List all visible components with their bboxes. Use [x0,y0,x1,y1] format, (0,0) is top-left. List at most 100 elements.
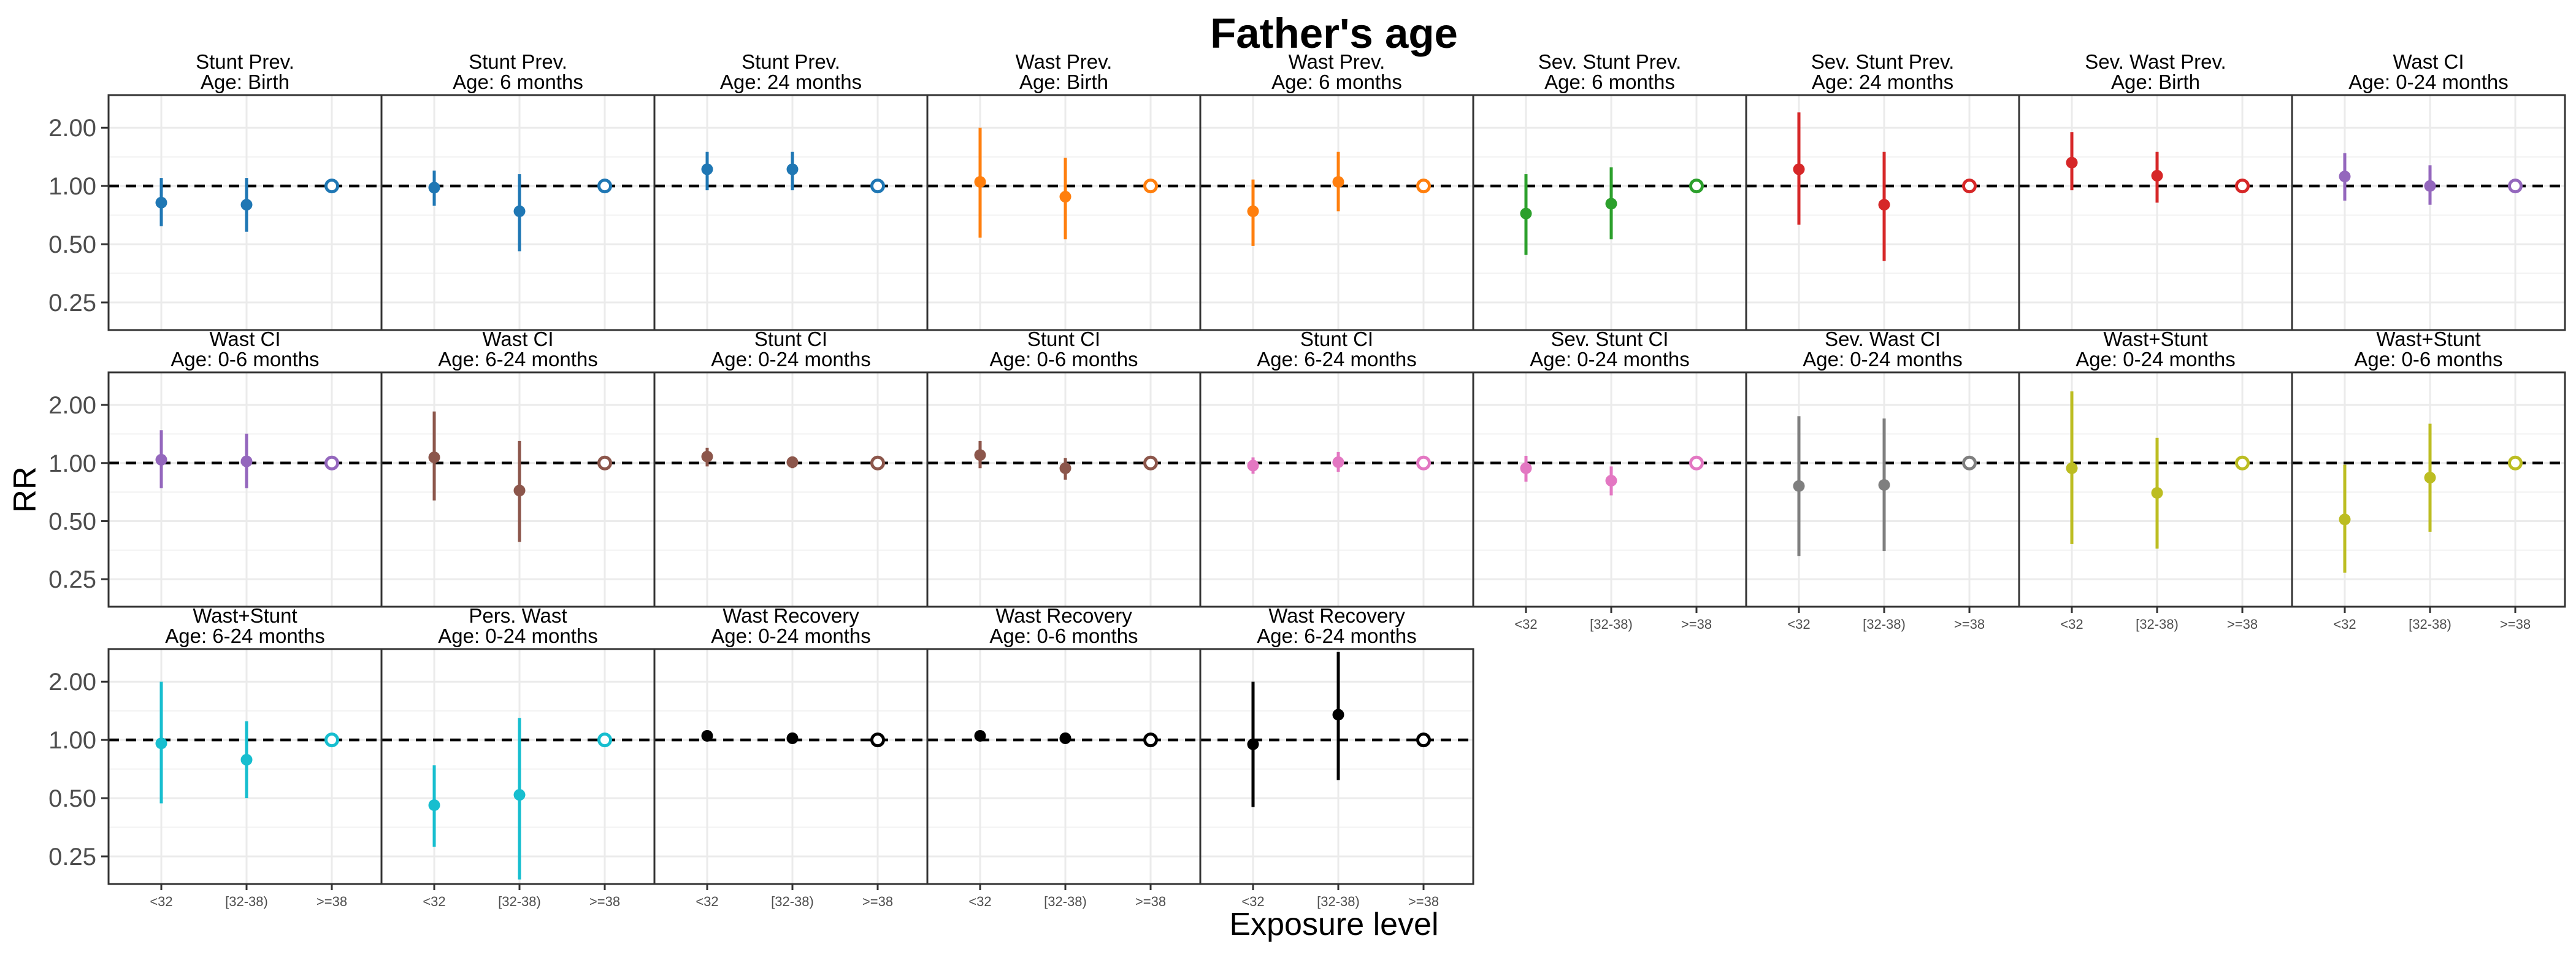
y-tick-label: 1.00 [48,450,96,477]
y-tick-label: 0.50 [48,231,96,258]
panel-background [2019,95,2292,330]
strip-label-title: Stunt Prev. [196,50,294,73]
strip-label-age: Age: 0-24 months [1530,348,1690,371]
x-tick-label: >=38 [862,894,893,909]
strip-label-age: Age: 6-24 months [1257,348,1417,371]
facet-panel: Stunt Prev.Age: 24 months [653,50,929,331]
point-estimate [2151,169,2163,182]
strip-label-age: Age: 24 months [720,71,862,93]
point-estimate [701,163,713,175]
x-tick-label: <32 [696,894,718,909]
x-tick-label: [32-38) [1863,617,1906,632]
reference-point [1416,732,1431,748]
y-tick-label: 2.00 [48,115,96,142]
strip-label-age: Age: Birth [2111,71,2200,93]
x-tick-label: >=38 [589,894,620,909]
point-estimate [2424,472,2436,484]
facet-panel: Sev. Stunt Prev.Age: 24 months [1745,50,2020,331]
reference-point [324,179,339,194]
point-estimate [1332,709,1344,721]
facet-panel: Wast Prev.Age: Birth [926,50,1202,331]
x-tick-label: <32 [968,894,991,909]
x-tick-label: <32 [1514,617,1537,632]
reference-point [324,732,339,748]
strip-label-title: Wast CI [2393,50,2464,73]
reference-point [2235,455,2250,471]
y-tick-label: 1.00 [48,727,96,754]
y-tick-label: 0.25 [48,290,96,317]
point-estimate [1520,462,1532,474]
x-tick-label: [32-38) [498,894,541,909]
strip-label-age: Age: 24 months [1812,71,1953,93]
point-estimate [1332,456,1344,468]
strip-label-age: Age: Birth [1019,71,1108,93]
panel-background [2292,95,2565,330]
strip-label-age: Age: 6 months [1271,71,1402,93]
panel-background [654,95,927,330]
x-tick-label: [32-38) [2409,617,2451,632]
point-estimate [155,196,167,209]
panel-border [1199,648,1474,885]
point-estimate [1878,479,1890,491]
strip-label-age: Age: 0-24 months [1803,348,1963,371]
strip-label-age: Age: 0-6 months [171,348,319,371]
x-tick-label: [32-38) [225,894,268,909]
x-tick-label: >=38 [1135,894,1166,909]
strip-label-title: Wast Recovery [1268,604,1405,627]
reference-point [1143,179,1158,194]
point-estimate [1059,462,1071,474]
x-tick-label: >=38 [2500,617,2531,632]
point-estimate [2066,156,2078,169]
panel-background [1200,95,1473,330]
x-tick-label: <32 [1241,894,1264,909]
reference-point [870,455,885,471]
y-tick-label: 0.25 [48,844,96,871]
strip-label-title: Sev. Wast Prev. [2085,50,2226,73]
point-estimate [1605,475,1617,487]
point-estimate [428,452,440,464]
point-estimate [513,485,526,497]
point-estimate [513,789,526,801]
point-estimate [1793,163,1805,175]
x-tick-label: <32 [2060,617,2083,632]
strip-label-age: Age: 0-24 months [2348,71,2509,93]
facet-panel: Wast Prev.Age: 6 months [1199,50,1474,331]
strip-label-age: Age: Birth [201,71,289,93]
strip-label-age: Age: 0-24 months [438,625,598,647]
panel-background [109,372,381,607]
point-estimate [1059,732,1071,744]
point-estimate [2066,462,2078,474]
strip-label-age: Age: 0-24 months [2076,348,2236,371]
strip-label-age: Age: 0-6 months [2354,348,2502,371]
point-estimate [1247,205,1259,217]
x-tick-label: >=38 [2227,617,2258,632]
point-estimate [2151,486,2163,499]
point-estimate [240,199,253,211]
facet-panel: Stunt Prev.Age: Birth 0.25 0.50 1.00 2.00 [48,50,383,331]
reference-point [1416,455,1431,471]
facet-panel: Sev. Stunt Prev.Age: 6 months [1472,50,1747,331]
strip-label-title: Sev. Wast CI [1825,328,1941,350]
y-axis-label: RR [7,466,43,512]
point-estimate [240,455,253,467]
reference-point [2508,179,2523,194]
strip-label-age: Age: 0-6 months [989,348,1138,371]
point-estimate [1247,738,1259,750]
strip-label-age: Age: 6 months [1544,71,1675,93]
y-tick-label: 2.00 [48,669,96,696]
y-tick-label: 0.25 [48,566,96,593]
point-estimate [428,182,440,194]
point-estimate [2424,180,2436,192]
strip-label-title: Wast Recovery [995,604,1132,627]
strip-label-age: Age: 0-24 months [711,348,871,371]
